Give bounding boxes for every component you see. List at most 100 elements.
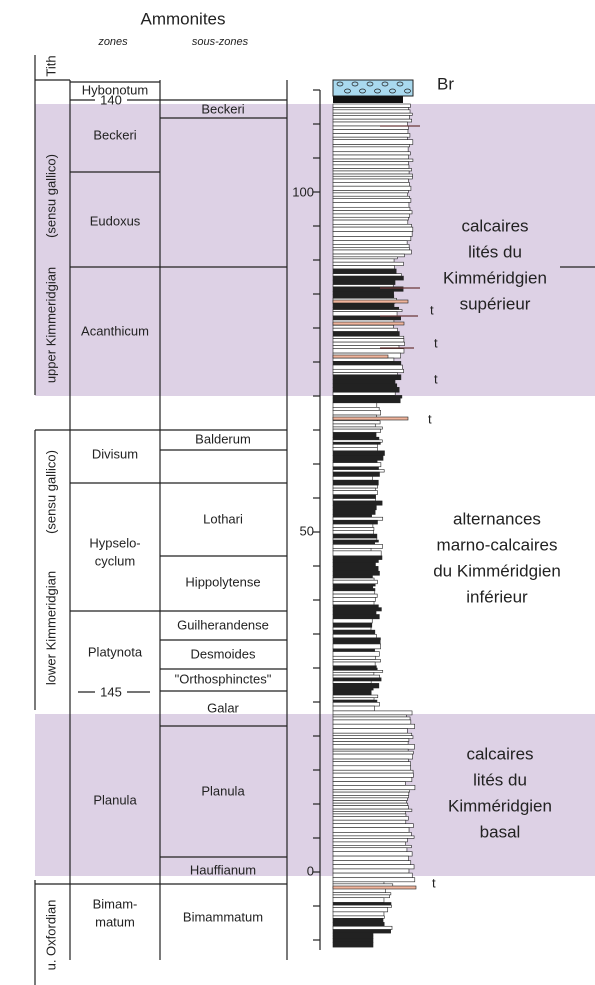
bed xyxy=(332,574,373,579)
bed xyxy=(332,791,410,796)
bed xyxy=(332,723,415,729)
bed xyxy=(332,539,379,543)
subzone: Guilherandense xyxy=(177,617,269,632)
bed xyxy=(332,533,378,539)
bed xyxy=(332,402,378,408)
bed xyxy=(332,324,394,329)
bed xyxy=(332,256,398,260)
bed xyxy=(332,530,374,535)
bed xyxy=(332,877,416,883)
bed xyxy=(332,374,402,381)
bed xyxy=(332,178,409,183)
bed xyxy=(332,716,411,721)
bed xyxy=(332,719,412,725)
bed xyxy=(332,689,372,696)
bed xyxy=(332,432,377,438)
band-basal xyxy=(35,714,595,876)
bed xyxy=(332,331,400,337)
bed xyxy=(332,643,381,650)
tuff-bed xyxy=(332,885,417,890)
stage: lower Kimmeridgian xyxy=(43,571,58,685)
bed xyxy=(332,348,405,354)
bed xyxy=(332,247,410,251)
bed xyxy=(332,158,414,162)
bed xyxy=(332,129,409,134)
bed xyxy=(332,648,375,652)
bed xyxy=(332,897,385,903)
bed xyxy=(332,847,408,853)
bed xyxy=(332,182,410,187)
zone: Bimam- xyxy=(93,896,138,911)
bed xyxy=(332,570,380,576)
bed xyxy=(332,154,409,160)
bed xyxy=(332,559,379,563)
scale-label: 100 xyxy=(292,184,314,199)
bed xyxy=(332,133,411,138)
bed xyxy=(332,439,383,443)
bed xyxy=(332,579,378,585)
bed xyxy=(332,738,410,742)
t-marker: t xyxy=(430,302,434,317)
bed xyxy=(332,391,396,396)
bed xyxy=(332,311,398,317)
bed xyxy=(332,614,380,620)
stage: u. Oxfordian xyxy=(43,900,58,971)
bed xyxy=(332,368,404,373)
bed xyxy=(332,527,375,531)
bed xyxy=(332,655,376,660)
bed xyxy=(332,639,381,645)
bed xyxy=(332,164,410,169)
bed xyxy=(332,173,413,177)
bed xyxy=(332,541,375,545)
zones-heading: zones xyxy=(97,36,128,48)
subzone: Planula xyxy=(201,783,245,798)
bed xyxy=(332,626,372,631)
unit-label: lités du xyxy=(473,770,527,789)
bed xyxy=(332,555,383,560)
bed xyxy=(332,275,404,281)
bed xyxy=(332,338,405,343)
bed xyxy=(332,904,392,908)
t-marker: t xyxy=(434,335,438,350)
zone: Beckeri xyxy=(93,127,136,142)
bed xyxy=(332,864,415,870)
bed xyxy=(332,112,413,116)
bed xyxy=(332,379,396,385)
bed xyxy=(332,590,376,595)
bed xyxy=(332,566,379,572)
bed xyxy=(332,504,377,511)
bed xyxy=(332,309,403,312)
bed xyxy=(332,841,406,846)
bed xyxy=(332,802,409,806)
unit-labels: calcaires lités du Kimméridgien supérieur al… xyxy=(433,216,561,841)
bed xyxy=(332,697,375,701)
bed xyxy=(332,387,400,393)
bed xyxy=(332,236,412,242)
bed xyxy=(332,198,412,203)
bed xyxy=(332,219,409,225)
bed xyxy=(332,777,413,782)
bed xyxy=(332,811,407,815)
age: 140 xyxy=(100,92,122,107)
bed xyxy=(332,335,405,339)
bed xyxy=(333,96,403,103)
bed xyxy=(332,192,408,197)
bed xyxy=(332,168,412,172)
bed xyxy=(332,618,373,624)
bed xyxy=(332,694,379,699)
stage: (sensu gallico) xyxy=(43,154,58,238)
bed xyxy=(332,741,409,745)
bed xyxy=(332,637,381,641)
zone: Divisum xyxy=(92,446,138,461)
bed xyxy=(332,261,404,266)
bed xyxy=(332,838,408,843)
bed xyxy=(332,195,410,199)
bed xyxy=(332,210,413,215)
zone: Acanthicum xyxy=(81,323,149,338)
clast xyxy=(389,88,396,94)
clast xyxy=(344,88,351,94)
subzone: Hauffianum xyxy=(190,862,256,877)
bed xyxy=(332,523,374,528)
bed xyxy=(332,634,377,639)
bed xyxy=(332,855,409,861)
